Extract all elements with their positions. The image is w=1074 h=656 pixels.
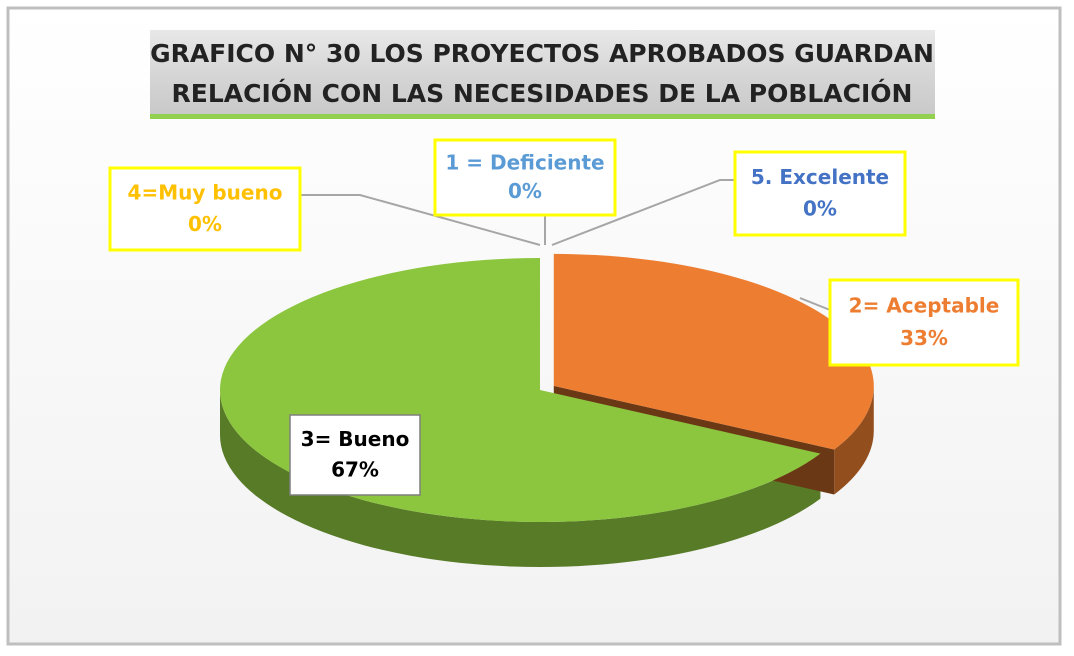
leader-lines [300, 179, 831, 311]
chart-title: RELACIÓN CON LAS NECESIDADES DE LA POBLA… [172, 78, 913, 108]
leader-line [551, 179, 735, 246]
category-label: 3= Bueno [301, 427, 410, 451]
label-box [433, 138, 617, 217]
category-label: 5. Excelente [751, 165, 889, 189]
value-label: 33% [900, 326, 948, 350]
category-label: 2= Aceptable [849, 294, 1000, 318]
label-box [289, 414, 421, 496]
slice-side [834, 385, 874, 495]
label-box [828, 278, 1020, 367]
value-label: 0% [803, 197, 837, 221]
leader-line [799, 297, 831, 311]
label-box [108, 166, 302, 252]
value-label: 0% [508, 179, 542, 203]
category-label: 4=Muy bueno [128, 181, 283, 205]
chart-title: GRAFICO N° 30 LOS PROYECTOS APROBADOS GU… [150, 39, 934, 68]
leader-line [300, 194, 541, 246]
title-underline [150, 114, 935, 119]
slice-side [220, 390, 821, 567]
value-label: 0% [188, 212, 222, 236]
title-box [150, 30, 935, 118]
category-label: 1 = Deficiente [445, 151, 604, 175]
slice [553, 253, 874, 450]
value-label: 67% [331, 458, 379, 482]
label-box [733, 150, 907, 237]
